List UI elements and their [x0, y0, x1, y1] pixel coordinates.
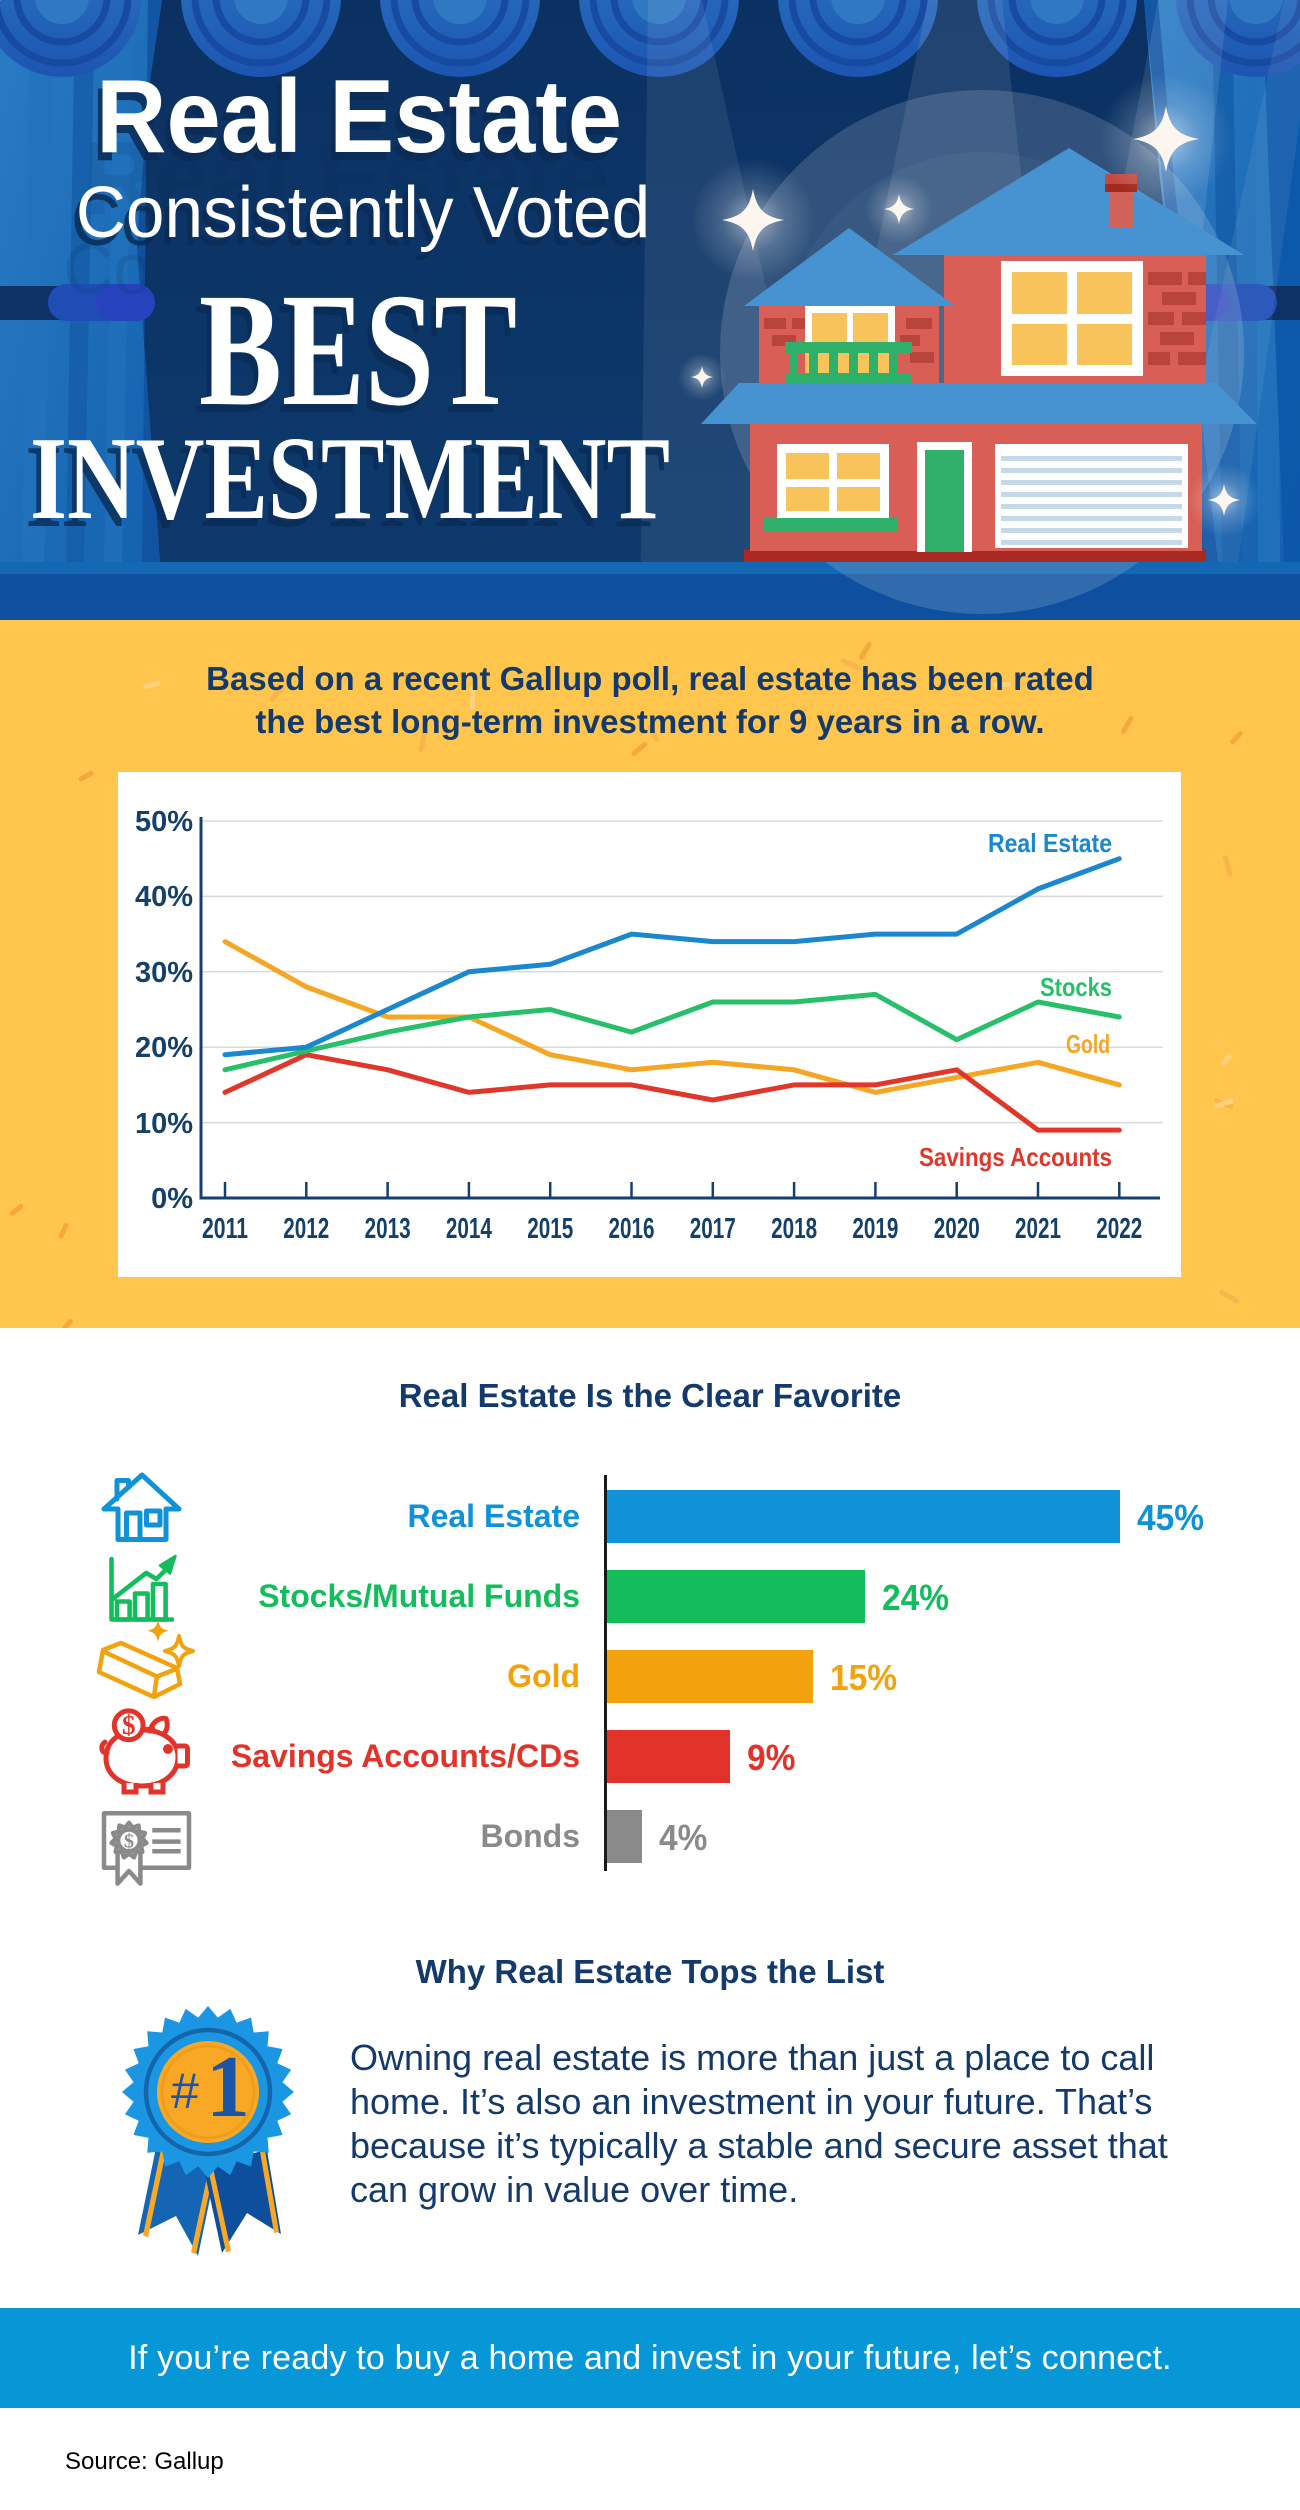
- svg-text:$: $: [124, 1831, 134, 1853]
- svg-text:2015: 2015: [527, 1213, 573, 1245]
- svg-text:Stocks: Stocks: [1040, 972, 1112, 1002]
- svg-text:30%: 30%: [135, 957, 193, 989]
- svg-text:0%: 0%: [151, 1183, 193, 1215]
- svg-text:2011: 2011: [202, 1213, 248, 1245]
- svg-text:1: 1: [206, 2039, 250, 2136]
- svg-text:2016: 2016: [609, 1213, 655, 1245]
- svg-text:2013: 2013: [365, 1213, 411, 1245]
- svg-text:$: $: [122, 1710, 136, 1740]
- svg-text:Savings Accounts: Savings Accounts: [919, 1142, 1112, 1172]
- svg-text:2022: 2022: [1096, 1213, 1142, 1245]
- svg-text:50%: 50%: [135, 806, 193, 838]
- svg-text:10%: 10%: [135, 1108, 193, 1140]
- svg-text:2021: 2021: [1015, 1213, 1061, 1245]
- svg-text:2014: 2014: [446, 1213, 492, 1245]
- svg-text:Real Estate: Real Estate: [988, 828, 1112, 858]
- svg-text:#: #: [171, 2063, 199, 2119]
- svg-text:2012: 2012: [283, 1213, 329, 1245]
- svg-text:Gold: Gold: [1066, 1029, 1110, 1059]
- svg-text:20%: 20%: [135, 1032, 193, 1064]
- svg-text:2017: 2017: [690, 1213, 736, 1245]
- svg-text:2018: 2018: [771, 1213, 817, 1245]
- svg-text:40%: 40%: [135, 881, 193, 913]
- svg-text:2019: 2019: [852, 1213, 898, 1245]
- svg-text:2020: 2020: [934, 1213, 980, 1245]
